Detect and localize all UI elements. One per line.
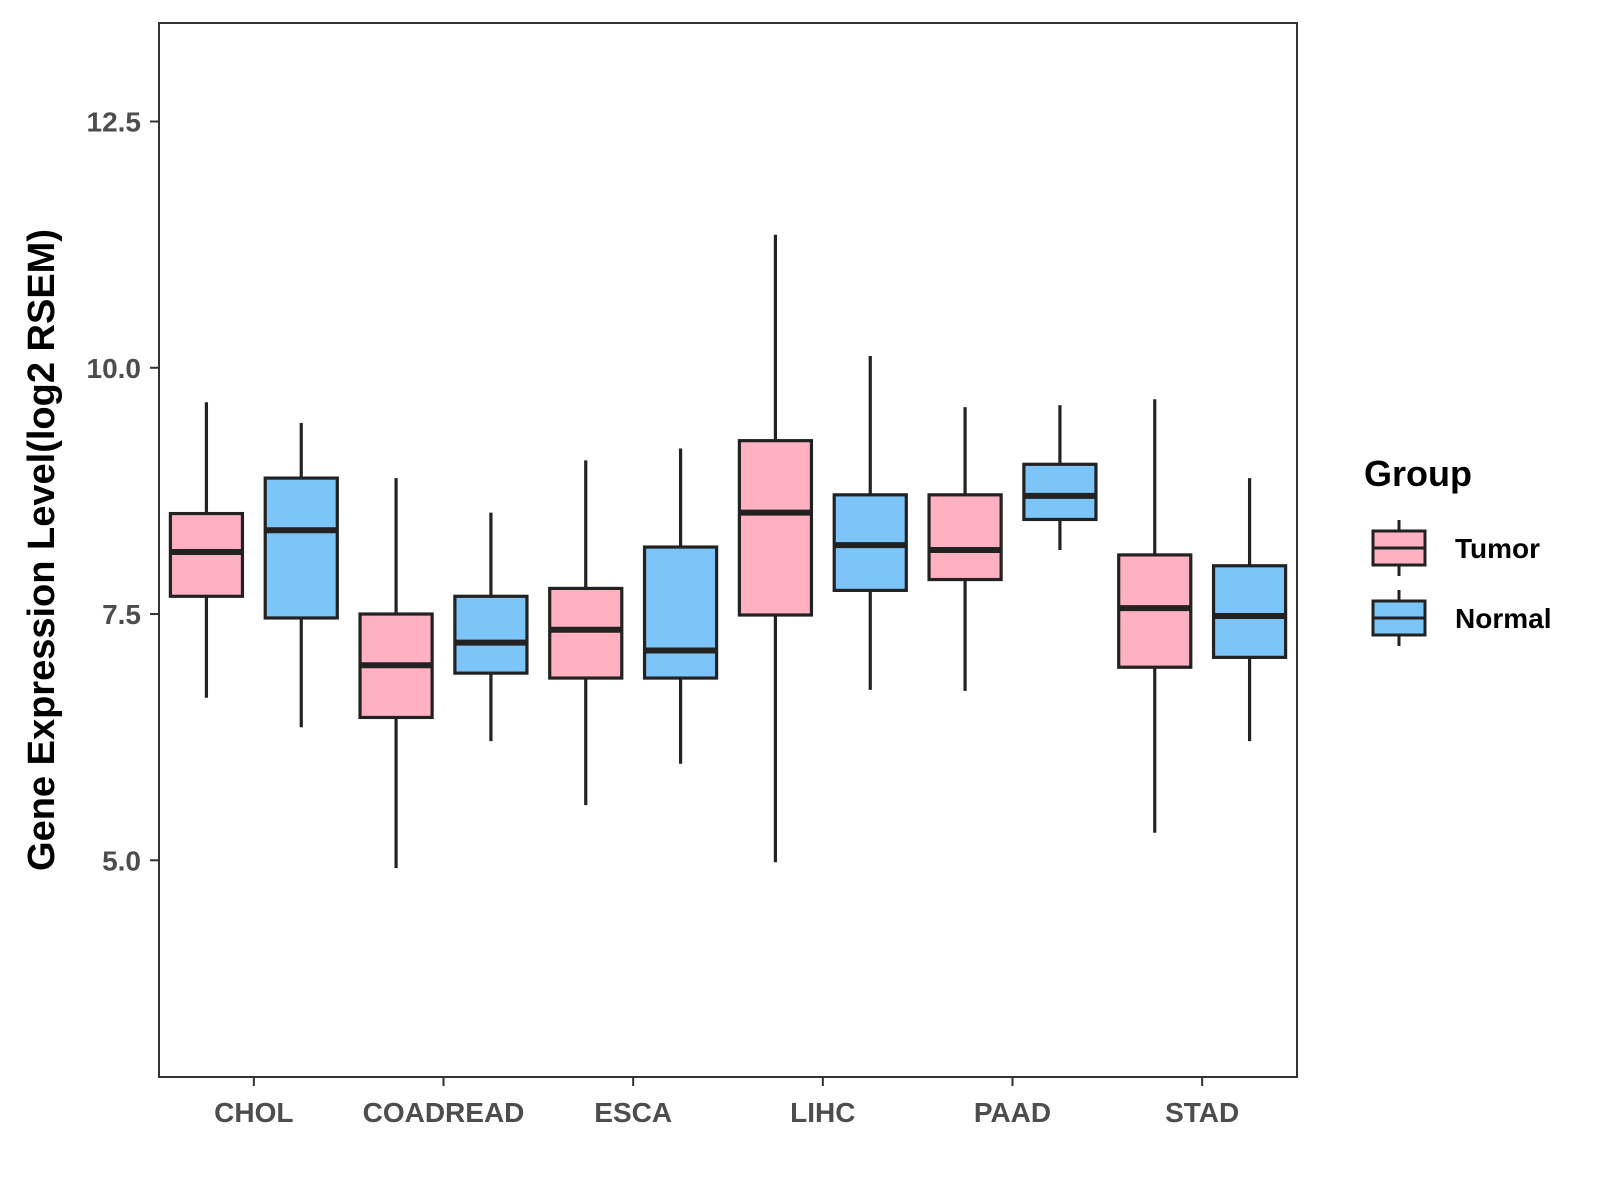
box-normal-lihc (832, 355, 908, 690)
box-iqr (1022, 462, 1098, 522)
x-tick-label: LIHC (790, 1097, 855, 1128)
box-tumor-esca (548, 460, 624, 806)
y-tick-label: 10.0 (87, 353, 142, 384)
legend-item-normal: Normal (1371, 590, 1551, 646)
y-tick-label: 12.5 (87, 107, 142, 138)
box-normal-chol (263, 422, 339, 728)
box-iqr (548, 586, 624, 680)
box-normal-coadread (453, 512, 529, 742)
box-iqr (927, 493, 1003, 582)
x-tick-label: COADREAD (363, 1097, 525, 1128)
box-normal-esca (642, 448, 719, 764)
box-tumor-lihc (737, 234, 814, 863)
box-tumor-paad (927, 407, 1003, 691)
box-iqr (263, 476, 339, 620)
box-tumor-coadread (358, 478, 434, 869)
box-tumor-chol (168, 402, 245, 698)
box-iqr (453, 594, 529, 675)
box-iqr (1211, 564, 1288, 659)
box-series (168, 234, 1288, 869)
x-tick-label: ESCA (594, 1097, 672, 1128)
x-tick-label: PAAD (974, 1097, 1051, 1128)
y-axis-title: Gene Expression Level(log2 RSEM) (21, 229, 63, 871)
legend-label-normal: Normal (1455, 603, 1551, 634)
box-normal-stad (1211, 478, 1288, 742)
legend: Group Tumor Normal (1364, 453, 1551, 646)
box-iqr (642, 545, 719, 680)
x-tick-label: CHOL (214, 1097, 293, 1128)
box-iqr (737, 439, 814, 617)
y-axis: 5.0 7.5 10.0 12.5 (87, 107, 159, 876)
x-axis: CHOL COADREAD ESCA LIHC PAAD STAD (214, 1077, 1239, 1128)
legend-label-tumor: Tumor (1455, 533, 1540, 564)
box-tumor-stad (1117, 399, 1193, 833)
legend-item-tumor: Tumor (1371, 520, 1540, 576)
y-tick-label: 7.5 (102, 599, 141, 630)
box-normal-paad (1022, 405, 1098, 550)
plot-panel (158, 22, 1298, 1078)
y-tick-label: 5.0 (102, 845, 141, 876)
x-tick-label: STAD (1165, 1097, 1239, 1128)
legend-title: Group (1364, 453, 1472, 494)
